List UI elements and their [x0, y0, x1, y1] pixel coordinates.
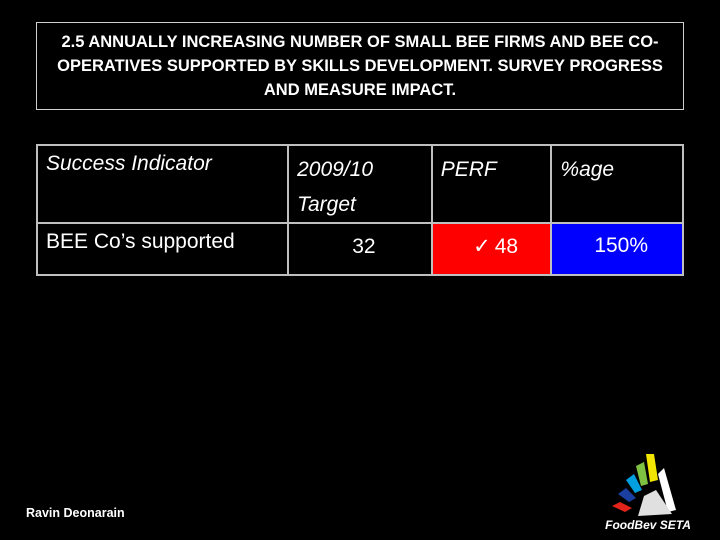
foodbev-seta-logo-icon — [612, 454, 676, 516]
header-percentage: %age — [550, 144, 684, 224]
cell-perf-value: 48 — [494, 235, 519, 258]
checkmark-icon: ✓ — [473, 235, 491, 258]
header-target-year: 2009/10 — [297, 158, 374, 181]
table-header-row: Success Indicator 2009/10 Target PERF %a… — [35, 144, 684, 224]
slide-title-text: 2.5 ANNUALLY INCREASING NUMBER OF SMALL … — [57, 33, 663, 99]
cell-perf: ✓ 48 — [430, 222, 553, 276]
cell-target: 32 — [287, 222, 433, 276]
slide-title: 2.5 ANNUALLY INCREASING NUMBER OF SMALL … — [36, 22, 684, 110]
cell-percentage: 150% — [550, 222, 684, 276]
header-success-indicator: Success Indicator — [35, 144, 290, 224]
logo-text: FoodBev SETA — [605, 518, 691, 532]
header-target: 2009/10 Target — [287, 144, 433, 224]
table-row: BEE Co’s supported 32 ✓ 48 150% — [35, 222, 684, 276]
indicator-table: Success Indicator 2009/10 Target PERF %a… — [35, 144, 684, 276]
author-name: Ravin Deonarain — [26, 506, 125, 520]
header-target-label: Target — [297, 193, 356, 216]
header-perf: PERF — [430, 144, 553, 224]
cell-indicator: BEE Co’s supported — [35, 222, 290, 276]
